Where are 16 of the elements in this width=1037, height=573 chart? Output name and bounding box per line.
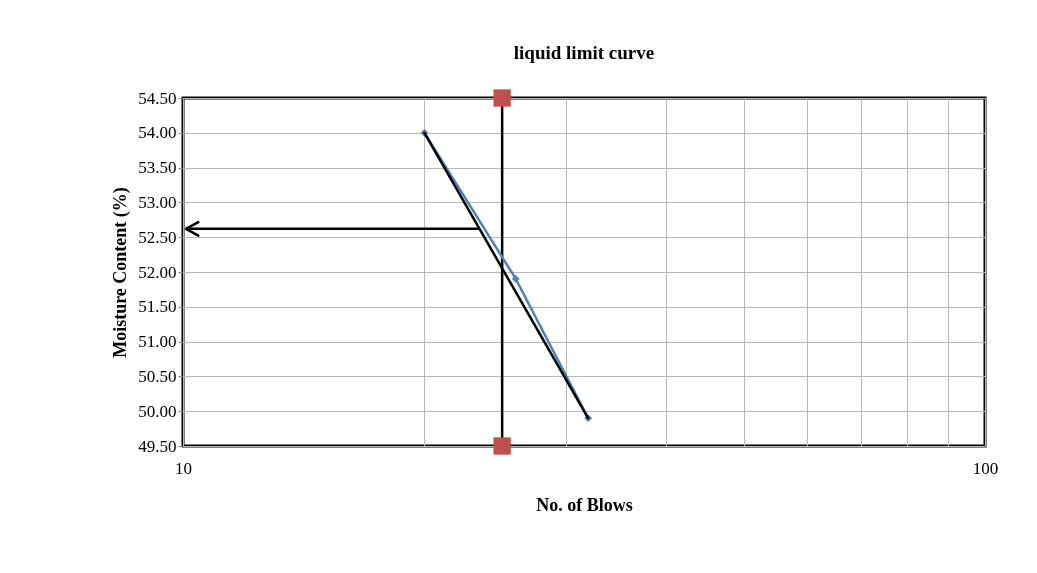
y-tick-label: 51.00	[138, 332, 177, 352]
y-tick-label: 53.50	[138, 158, 177, 178]
y-tick-label: 54.50	[138, 88, 177, 108]
y-tick-label: 54.00	[138, 123, 177, 143]
y-tick-label: 53.00	[138, 192, 177, 212]
x-tick-label: 10	[175, 458, 192, 478]
y-tick-label: 49.50	[138, 436, 177, 456]
chart-title: liquid limit curve	[513, 42, 655, 63]
x-tick-label: 100	[972, 458, 999, 478]
y-axis-title: Moisture Content (%)	[110, 187, 132, 358]
y-tick-label: 50.50	[138, 366, 177, 386]
y-tick-label: 52.00	[138, 262, 177, 282]
x-axis-title: No. of Blows	[536, 494, 633, 515]
y-tick-label: 52.50	[138, 227, 177, 247]
y-tick-label: 50.00	[138, 401, 177, 421]
y-tick-label: 51.50	[138, 297, 177, 317]
